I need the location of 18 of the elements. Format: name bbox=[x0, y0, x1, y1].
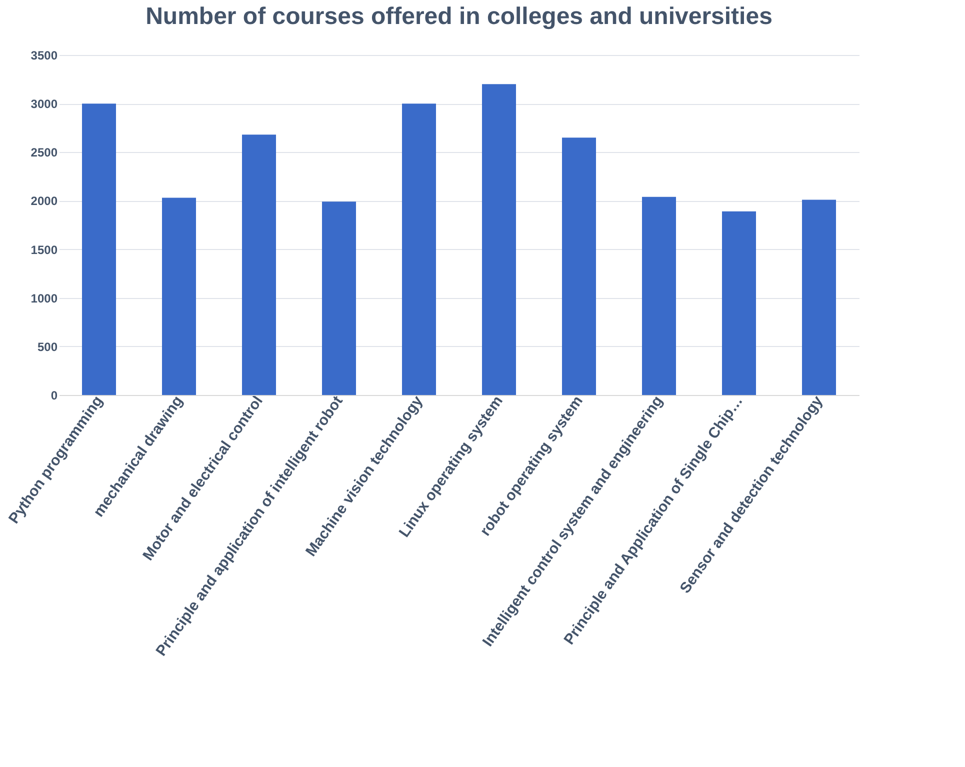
y-tick-label: 3000 bbox=[30, 97, 58, 112]
y-tick-label: 500 bbox=[37, 340, 58, 354]
bar bbox=[642, 196, 676, 395]
bar bbox=[562, 138, 596, 395]
bar bbox=[802, 200, 836, 395]
y-tick-label: 1500 bbox=[30, 242, 58, 257]
y-tick-label: 3500 bbox=[30, 48, 58, 62]
y-tick-label: 2500 bbox=[30, 146, 58, 160]
y-tick-label: 1000 bbox=[30, 291, 58, 306]
bar bbox=[322, 202, 356, 395]
bar bbox=[402, 104, 436, 395]
y-tick-label: 2000 bbox=[30, 194, 58, 208]
bar bbox=[722, 211, 756, 395]
bar bbox=[242, 134, 276, 395]
bar bbox=[82, 104, 116, 395]
bar bbox=[162, 198, 196, 395]
bar bbox=[482, 84, 516, 395]
chart-title: Number of courses offered in colleges and universities bbox=[146, 3, 772, 30]
